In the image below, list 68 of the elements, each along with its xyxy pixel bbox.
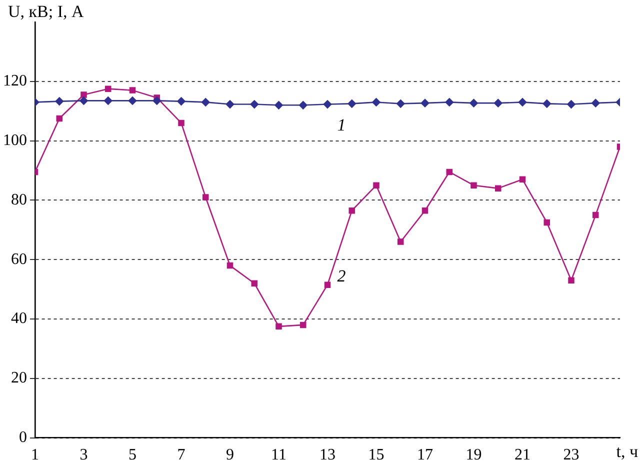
point bbox=[323, 100, 332, 108]
y-tick-label: 120 bbox=[3, 72, 27, 90]
point bbox=[470, 98, 478, 108]
x-tick-label: 1 bbox=[31, 446, 39, 464]
point bbox=[398, 238, 404, 245]
point bbox=[56, 115, 62, 122]
point bbox=[298, 101, 308, 110]
point bbox=[544, 219, 550, 226]
y-tick-label: 0 bbox=[19, 429, 27, 446]
point bbox=[226, 100, 234, 108]
point bbox=[251, 280, 258, 286]
y-tick-label: 60 bbox=[11, 250, 27, 268]
y-tick-label: 20 bbox=[11, 370, 27, 387]
point bbox=[177, 97, 186, 106]
point bbox=[250, 100, 259, 108]
x-tick-label: 23 bbox=[563, 446, 580, 464]
point bbox=[348, 207, 355, 214]
point bbox=[348, 100, 356, 108]
point bbox=[542, 100, 552, 108]
x-tick-label: 17 bbox=[417, 446, 433, 464]
y-axis-title: U, кВ; I, А bbox=[8, 2, 85, 21]
point bbox=[567, 100, 576, 108]
x-tick-label: 11 bbox=[271, 446, 286, 464]
x-tick-label: 21 bbox=[514, 446, 530, 464]
x-tick-label: 13 bbox=[320, 446, 336, 464]
point bbox=[446, 168, 452, 176]
point bbox=[152, 96, 162, 105]
y-tick-label: 100 bbox=[3, 132, 27, 150]
point bbox=[202, 194, 209, 200]
point bbox=[592, 212, 599, 218]
point bbox=[495, 185, 502, 192]
point bbox=[55, 97, 64, 106]
point bbox=[80, 92, 87, 98]
x-tick-label: 7 bbox=[177, 446, 186, 464]
point bbox=[178, 120, 184, 126]
x-axis-title: t, ч bbox=[616, 442, 638, 461]
point bbox=[518, 98, 527, 106]
x-tick-label: 3 bbox=[80, 446, 88, 464]
point bbox=[276, 323, 282, 330]
y-tick-label: 40 bbox=[11, 310, 27, 328]
point bbox=[519, 176, 526, 183]
point bbox=[372, 98, 380, 106]
point bbox=[104, 96, 112, 105]
point bbox=[422, 207, 428, 214]
point bbox=[445, 98, 454, 106]
point bbox=[201, 98, 210, 106]
point bbox=[373, 182, 380, 188]
series-label: 1 bbox=[337, 116, 346, 135]
point bbox=[300, 322, 306, 328]
point bbox=[105, 86, 112, 92]
x-tick-label: 19 bbox=[466, 446, 482, 464]
point bbox=[274, 101, 283, 110]
series-label: 2 bbox=[337, 266, 346, 286]
point bbox=[129, 87, 136, 94]
point bbox=[226, 262, 234, 269]
point bbox=[420, 98, 430, 108]
x-tick-label: 15 bbox=[368, 446, 384, 464]
point bbox=[494, 98, 502, 108]
point bbox=[128, 96, 137, 105]
point bbox=[568, 277, 574, 284]
point bbox=[591, 98, 600, 108]
x-tick-label: 5 bbox=[128, 446, 136, 464]
point bbox=[396, 100, 405, 108]
y-tick-label: 80 bbox=[11, 191, 27, 208]
point bbox=[324, 282, 331, 288]
point bbox=[470, 182, 477, 188]
x-tick-label: 9 bbox=[226, 446, 234, 464]
point bbox=[80, 96, 88, 105]
